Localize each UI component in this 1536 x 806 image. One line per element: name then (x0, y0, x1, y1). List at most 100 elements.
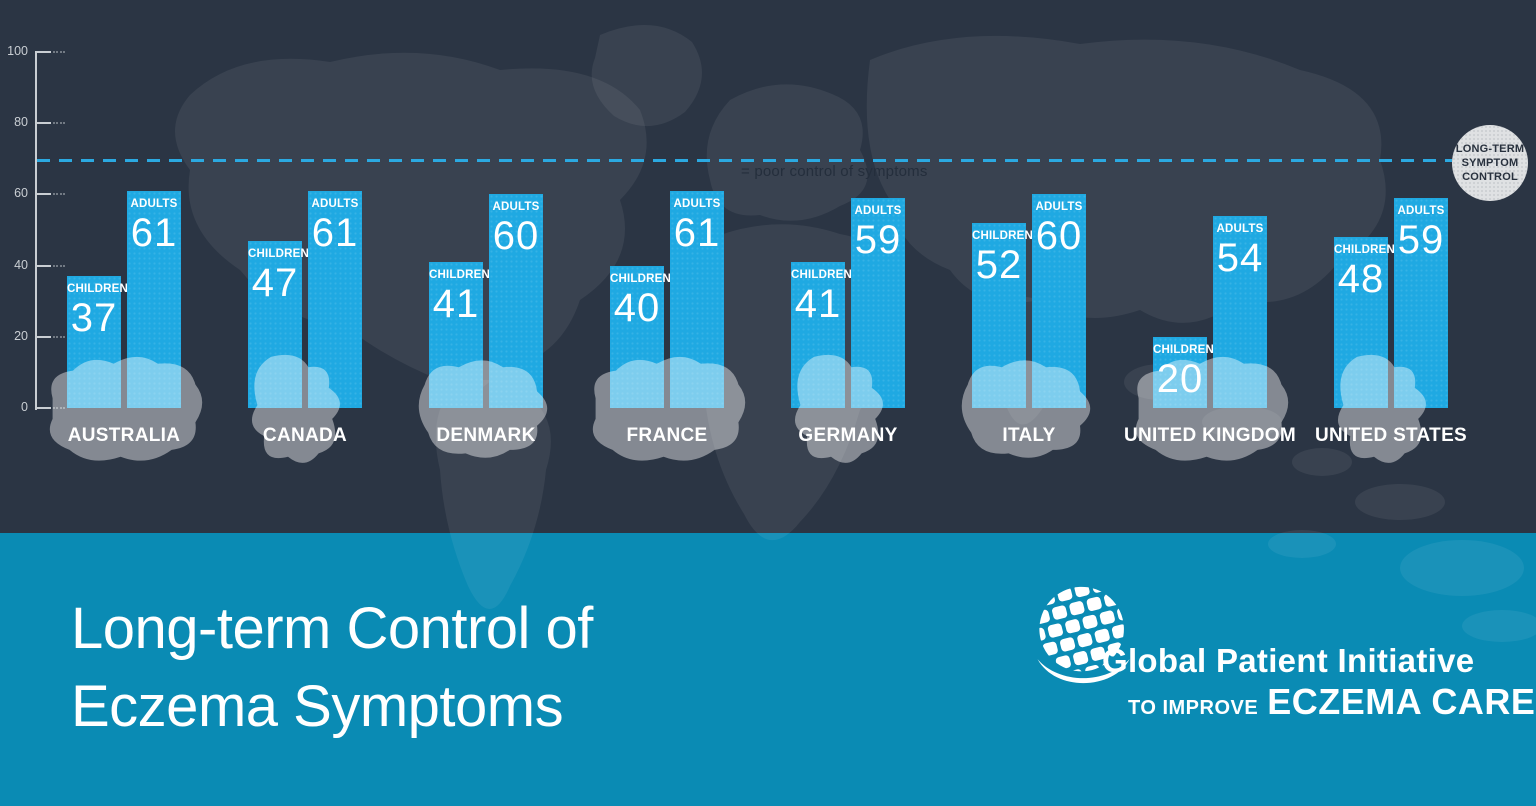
bar-value: 41 (432, 282, 480, 326)
y-axis-tick (35, 51, 51, 53)
bar-chart: = poor control of symptoms LONG-TERM SYM… (7, 44, 1528, 463)
country-silhouette (961, 360, 1091, 458)
bar-adults: ADULTS 61 (127, 191, 181, 408)
bar-series-label: ADULTS (673, 198, 721, 210)
bar-series-label: CHILDREN (1153, 344, 1215, 356)
bar-series-label: CHILDREN (248, 248, 310, 260)
country-label: FRANCE (626, 425, 708, 446)
bar-series-label: CHILDREN (67, 283, 129, 295)
country-label: UNITED STATES (1314, 425, 1468, 446)
country-silhouette (418, 360, 548, 458)
bar-series-label: ADULTS (130, 198, 178, 210)
bar-value: 61 (673, 211, 721, 255)
y-axis-tick-dots (53, 122, 65, 124)
brand-tagline: TO IMPROVE ECZEMA CARE (1128, 681, 1535, 723)
bar-value: 60 (492, 214, 540, 258)
bar-series-label: CHILDREN (429, 269, 491, 281)
country-label: ITALY (1002, 425, 1056, 446)
bar-children: CHILDREN 20 (1153, 337, 1215, 408)
y-axis-tick-label: 80 (14, 115, 28, 129)
bar-series-label: ADULTS (854, 205, 902, 217)
country-silhouette (49, 356, 203, 461)
bar-value: 61 (311, 211, 359, 255)
bar-series-label: ADULTS (1216, 223, 1264, 235)
country-label: GERMANY (798, 425, 898, 446)
country-label: DENMARK (436, 425, 536, 446)
bar-children: CHILDREN 41 (429, 262, 491, 408)
y-axis-line (35, 52, 37, 410)
bar-series-label: CHILDREN (1334, 244, 1396, 256)
y-axis-tick-label: 60 (14, 186, 28, 200)
threshold-badge-line: CONTROL (1462, 171, 1518, 184)
bar-series-label: ADULTS (1397, 205, 1445, 217)
y-axis-tick (35, 407, 51, 409)
bar-children: CHILDREN 37 (67, 276, 129, 408)
threshold-badge: LONG-TERM SYMPTOM CONTROL (1452, 125, 1528, 201)
bar-value: 41 (794, 282, 842, 326)
bar-value: 47 (251, 261, 299, 305)
y-axis-tick-dots (53, 51, 65, 53)
bar-adults: ADULTS 60 (1032, 194, 1086, 408)
bar-adults: ADULTS 60 (489, 194, 543, 408)
brand-tagline-small: TO IMPROVE (1128, 697, 1259, 719)
bar-adults: ADULTS 61 (670, 191, 724, 408)
threshold-dashed-line (37, 159, 1452, 162)
y-axis-tick-label: 40 (14, 258, 28, 272)
bar-children: CHILDREN 52 (972, 223, 1034, 408)
y-axis-tick-label: 20 (14, 329, 28, 343)
country-silhouette (251, 354, 340, 463)
bar-value: 54 (1216, 236, 1264, 280)
bar-value: 60 (1035, 214, 1083, 258)
bar-series-label: ADULTS (1035, 201, 1083, 213)
bar-adults: ADULTS 54 (1213, 216, 1267, 408)
country-silhouette (1135, 356, 1289, 461)
page-title-line1: Long-term Control of (71, 596, 593, 661)
globe-logo-icon (1030, 582, 1133, 684)
country-silhouette (592, 356, 746, 461)
bar-value: 48 (1337, 257, 1385, 301)
threshold-badge-line: LONG-TERM (1455, 142, 1525, 155)
y-axis-tick-dots (53, 193, 65, 195)
bar-adults: ADULTS 59 (851, 198, 905, 408)
page-title: Long-term Control of Eczema Symptoms (71, 590, 593, 746)
bar-series-label: CHILDREN (972, 230, 1034, 242)
brand-name: Global Patient Initiative (1102, 642, 1475, 679)
y-axis-tick (35, 193, 51, 195)
y-axis-tick-dots (53, 265, 65, 267)
country-silhouette (794, 354, 883, 463)
country-silhouette (1337, 354, 1426, 463)
bar-children: CHILDREN 40 (610, 266, 672, 408)
bar-adults: ADULTS 61 (308, 191, 362, 408)
bar-value: 37 (70, 296, 118, 340)
page-title-line2: Eczema Symptoms (71, 674, 564, 739)
bar-series-label: CHILDREN (791, 269, 853, 281)
footer-band (0, 533, 1536, 806)
y-axis-tick-dots (53, 407, 65, 409)
bar-children: CHILDREN 41 (791, 262, 853, 408)
threshold-annotation: = poor control of symptoms (741, 163, 928, 180)
y-axis-tick-label: 100 (7, 44, 28, 58)
y-axis-tick-dots (53, 336, 65, 338)
country-label: AUSTRALIA (67, 425, 181, 446)
bar-children: CHILDREN 47 (248, 241, 310, 408)
bar-value: 40 (613, 286, 661, 330)
bar-value: 52 (975, 243, 1023, 287)
bar-series-label: ADULTS (311, 198, 359, 210)
y-axis-tick-label: 0 (21, 400, 28, 414)
bar-value: 61 (130, 211, 178, 255)
y-axis-tick (35, 265, 51, 267)
bar-value: 20 (1156, 357, 1204, 401)
country-label: CANADA (262, 425, 348, 446)
bar-value: 59 (854, 218, 902, 262)
bar-adults: ADULTS 59 (1394, 198, 1448, 408)
bar-value: 59 (1397, 218, 1445, 262)
brand-tagline-large: ECZEMA CARE (1267, 681, 1536, 722)
y-axis-tick (35, 122, 51, 124)
bar-series-label: ADULTS (492, 201, 540, 213)
y-axis-tick (35, 336, 51, 338)
threshold-badge-line: SYMPTOM (1461, 156, 1519, 169)
bar-children: CHILDREN 48 (1334, 237, 1396, 408)
country-label: UNITED KINGDOM (1123, 425, 1297, 446)
bar-series-label: CHILDREN (610, 273, 672, 285)
